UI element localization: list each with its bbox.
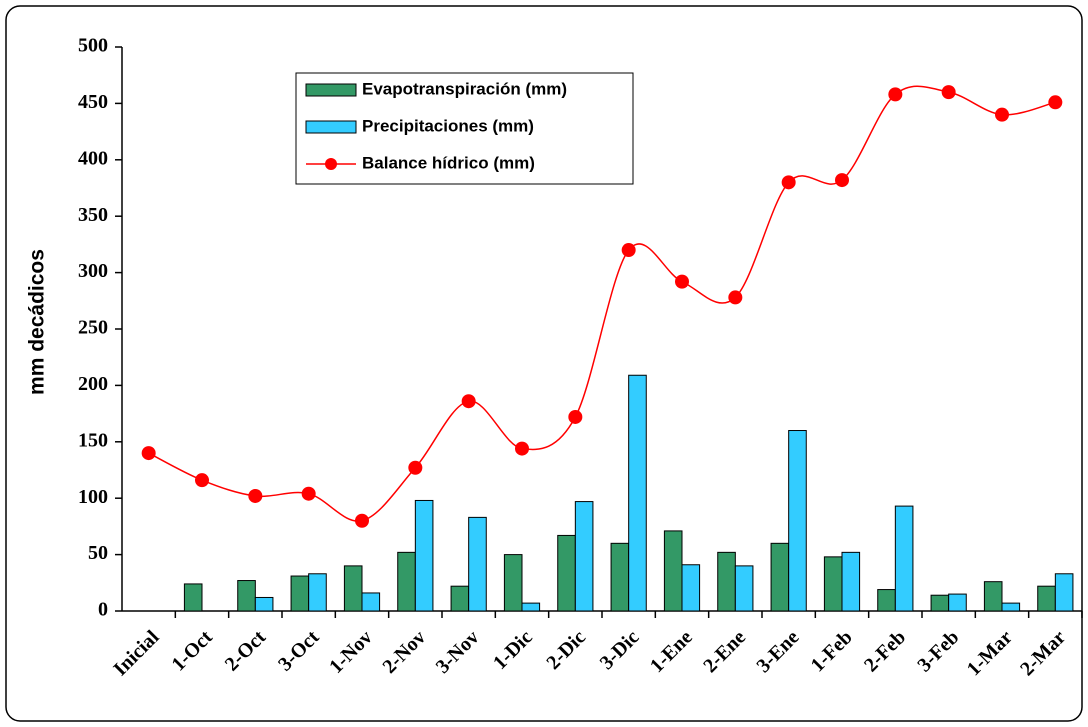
legend-swatch	[325, 158, 337, 170]
bar	[948, 593, 967, 612]
bar	[450, 585, 470, 612]
bar	[1001, 602, 1021, 612]
y-tick-label: 500	[78, 35, 108, 57]
marker	[355, 513, 369, 528]
bar	[343, 565, 363, 612]
bar	[361, 592, 381, 612]
y-tick-label: 100	[78, 486, 108, 508]
line	[148, 85, 1056, 522]
y-tick-label: 250	[78, 317, 108, 339]
bar	[628, 374, 647, 612]
bar	[983, 581, 1003, 612]
bar	[503, 554, 523, 612]
bar	[468, 516, 487, 612]
y-tick-label: 0	[98, 599, 108, 621]
marker	[195, 473, 209, 488]
bar	[717, 551, 736, 612]
bar	[557, 534, 576, 612]
marker	[248, 488, 263, 503]
legend-swatch	[305, 83, 357, 97]
marker	[301, 486, 316, 501]
bar	[290, 575, 310, 612]
y-axis-label: mm decádicos	[26, 249, 49, 395]
bar	[1054, 573, 1074, 612]
y-tick-label: 450	[78, 91, 108, 113]
marker	[728, 290, 743, 305]
marker	[461, 394, 476, 409]
marker	[1048, 95, 1063, 110]
bar	[663, 530, 683, 612]
bar	[414, 499, 434, 612]
y-tick-label: 200	[78, 373, 108, 395]
bar	[877, 589, 896, 612]
y-tick-label: 150	[78, 429, 108, 451]
bar	[610, 542, 630, 612]
marker	[408, 460, 423, 475]
bar	[308, 573, 327, 612]
marker	[141, 446, 156, 461]
y-tick-label: 400	[78, 147, 108, 169]
marker	[995, 107, 1009, 122]
bar	[574, 501, 594, 612]
marker	[621, 243, 636, 258]
bar	[521, 602, 541, 612]
marker	[835, 173, 849, 188]
bar	[894, 505, 914, 612]
bar	[254, 596, 274, 612]
bar	[770, 542, 790, 612]
marker	[568, 409, 583, 424]
legend-label: Precipitaciones (mm)	[362, 116, 534, 135]
marker	[941, 85, 956, 100]
legend-label: Evapotranspiración (mm)	[362, 79, 567, 98]
bar	[1037, 585, 1056, 612]
marker	[781, 175, 796, 190]
bar	[734, 565, 754, 612]
marker	[515, 441, 529, 456]
bar	[841, 551, 861, 612]
bar	[788, 430, 807, 612]
bar	[237, 580, 256, 612]
y-tick-label: 50	[88, 542, 108, 564]
bar	[397, 551, 416, 612]
marker	[888, 87, 903, 102]
legend-swatch	[305, 120, 357, 134]
y-tick-label: 350	[78, 204, 108, 226]
bar	[930, 594, 950, 612]
chart-border	[5, 5, 1083, 722]
legend-label: Balance hídrico (mm)	[362, 153, 535, 172]
marker	[675, 274, 689, 289]
y-tick-label: 300	[78, 260, 108, 282]
bar	[183, 583, 203, 612]
bar	[823, 556, 843, 612]
bar	[681, 564, 701, 612]
